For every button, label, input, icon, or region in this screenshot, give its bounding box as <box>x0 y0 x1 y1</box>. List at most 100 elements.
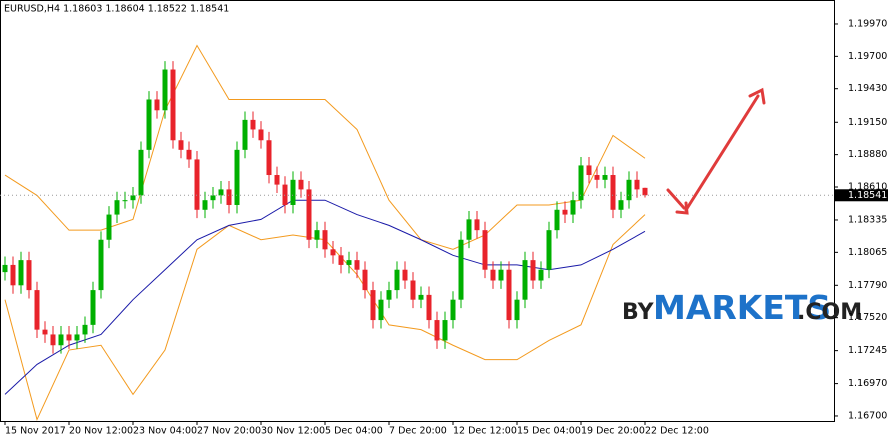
candle-body <box>42 329 48 335</box>
chart-title: EURUSD,H4 1.18603 1.18604 1.18522 1.1854… <box>4 4 229 15</box>
candle-body <box>586 165 592 176</box>
candle-body <box>98 239 104 291</box>
candle-body <box>578 165 584 201</box>
candle-body <box>618 200 624 210</box>
candle-body <box>194 159 200 210</box>
candle-body <box>594 175 600 180</box>
candle-body <box>514 299 520 321</box>
candle-body <box>338 255 344 265</box>
y-tick-label: 1.17790 <box>848 280 887 291</box>
watermark-prefix: BY <box>622 300 655 325</box>
candle-body <box>18 260 24 286</box>
candle-body <box>178 140 184 150</box>
x-tick-label: 12 Dec 12:00 <box>453 426 517 437</box>
candle-body <box>146 99 152 150</box>
candle-body <box>378 299 384 321</box>
candle-body <box>570 200 576 215</box>
candle-body <box>498 269 504 281</box>
candle-body <box>50 334 56 346</box>
candle-body <box>442 320 448 341</box>
y-tick-label: 1.17520 <box>848 312 887 323</box>
candle-body <box>274 175 280 185</box>
candle-body <box>210 195 216 201</box>
x-tick-label: 23 Nov 04:00 <box>133 426 197 437</box>
candle-body <box>386 290 392 300</box>
candle-body <box>66 334 72 341</box>
candle-body <box>530 260 536 281</box>
candle-body <box>554 209 560 231</box>
y-tick-label: 1.18335 <box>848 214 887 225</box>
candle-body <box>394 269 400 291</box>
candle-body <box>106 214 112 240</box>
candle-body <box>482 230 488 270</box>
x-tick-label: 15 Nov 2017 <box>5 426 66 437</box>
x-tick-label: 22 Dec 12:00 <box>645 426 709 437</box>
candle-body <box>202 200 208 210</box>
candle-body <box>266 140 272 176</box>
candle-body <box>306 189 312 240</box>
x-tick-label: 20 Nov 12:00 <box>69 426 133 437</box>
candle-body <box>122 200 128 202</box>
candle-body <box>114 200 120 215</box>
plot-frame <box>0 0 835 422</box>
watermark-suffix: .COM <box>797 300 862 325</box>
x-tick-label: 27 Nov 20:00 <box>197 426 261 437</box>
candle-body <box>10 264 16 286</box>
candle-body <box>186 149 192 160</box>
candle-body <box>466 219 472 240</box>
y-tick-label: 1.17245 <box>848 345 887 356</box>
y-tick-label: 1.19430 <box>848 83 887 94</box>
candle-body <box>170 69 176 141</box>
candle-body <box>250 119 256 130</box>
x-tick-label: 15 Dec 04:00 <box>517 426 581 437</box>
watermark-name: MARKETS <box>653 288 831 327</box>
candle-body <box>538 269 544 281</box>
candle-body <box>34 290 40 330</box>
candle-body <box>346 260 352 265</box>
indicator-line <box>4 44 646 250</box>
candle-body <box>506 269 512 321</box>
candle-body <box>2 264 8 273</box>
candle-body <box>546 230 552 270</box>
candle-body <box>138 149 144 196</box>
candle-body <box>234 149 240 205</box>
y-tick-label: 1.16700 <box>848 410 887 421</box>
candle-body <box>82 324 88 335</box>
candle-body <box>362 269 368 291</box>
candle-body <box>218 189 224 196</box>
candle-body <box>58 334 64 346</box>
candle-body <box>26 260 32 291</box>
x-tick-label: 30 Nov 12:00 <box>261 426 325 437</box>
indicator-line <box>4 199 646 395</box>
candle-body <box>90 290 96 325</box>
candle-body <box>410 280 416 300</box>
candle-body <box>330 249 336 256</box>
candle-body <box>634 179 640 190</box>
candle-body <box>290 179 296 205</box>
candle-body <box>434 320 440 341</box>
arrow-down-head <box>675 201 689 215</box>
candle-body <box>562 209 568 215</box>
candle-body <box>402 269 408 281</box>
candle-body <box>154 99 160 111</box>
y-tick-label: 1.16970 <box>848 378 887 389</box>
candle-body <box>458 239 464 300</box>
candle-body <box>426 294 432 321</box>
arrow-up <box>684 94 760 212</box>
x-tick-label: 5 Dec 04:00 <box>325 426 383 437</box>
candle-body <box>602 175 608 180</box>
candle-body <box>74 334 80 341</box>
y-tick-label: 1.18880 <box>848 149 887 160</box>
arrow-up-head <box>748 87 766 105</box>
y-tick-label: 1.19970 <box>848 18 887 29</box>
candle-body <box>354 260 360 270</box>
candle-body <box>522 260 528 300</box>
candle-body <box>258 129 264 141</box>
candle-body <box>298 179 304 190</box>
y-tick-label: 1.18610 <box>848 182 887 193</box>
y-tick-label: 1.19700 <box>848 51 887 62</box>
watermark: BY MARKETS .COM <box>622 288 862 327</box>
candle-body <box>490 269 496 281</box>
forecast-arrows <box>666 87 766 215</box>
